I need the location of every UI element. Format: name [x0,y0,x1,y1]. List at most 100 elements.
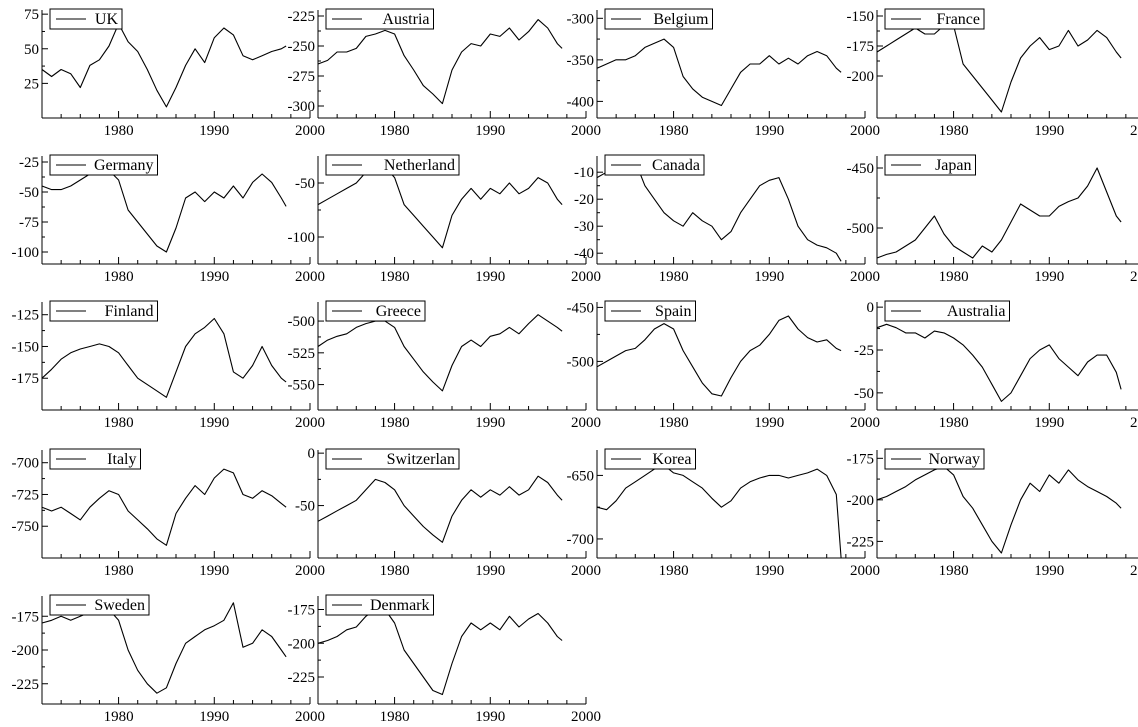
x-tick-label: 1990 [475,123,505,139]
series-line-australia [876,323,1122,402]
x-tick-label: 2000 [850,269,880,285]
y-tick-label: -500 [288,314,316,330]
series-line-germany [41,167,287,253]
x-tick-label: 1990 [1034,563,1064,579]
panel-norway: 1980 1990 2000 -225 -200 -175 Norway [847,448,1138,579]
y-tick-label: -10 [574,165,594,181]
x-tick-label: 1990 [1034,269,1064,285]
x-tick-label: 2000 [295,123,325,139]
series-line-greece [317,314,563,392]
legend-box [884,300,1010,322]
x-tick-label: 2000 [295,563,325,579]
legend-box [49,154,158,176]
y-tick-label: -450 [847,161,875,177]
x-tick-label: 2000 [295,269,325,285]
y-tick-label: -200 [847,69,875,85]
legend-label: Sweden [94,597,145,614]
y-tick-label: -225 [12,677,40,693]
legend-label: Canada [652,157,700,174]
x-tick-label: 2000 [850,563,880,579]
series-line-uk [41,23,287,108]
x-tick-label: 2000 [295,709,325,725]
panel-sweden: 1980 1990 2000 -225 -200 -175 Sweden [12,594,325,725]
legend-label: Austria [382,11,429,28]
y-tick-label: 0 [867,300,875,316]
series-line-norway [876,466,1122,554]
x-tick-label: 1990 [199,709,229,725]
y-tick-label: -25 [19,155,39,171]
x-tick-label: 1980 [380,123,410,139]
x-tick-label: 2000 [1130,415,1138,431]
y-tick-label: -25 [854,343,874,359]
panel-spain: 1980 1990 2000-500-450 Spain [567,300,881,431]
y-tick-label: 50 [24,42,39,58]
legend-box [604,154,705,176]
series-line-netherland [317,166,563,249]
series-line-belgium [596,38,842,107]
legend-label: France [936,11,980,28]
series-line-italy [41,468,287,546]
legend-label: Japan [935,157,971,174]
x-tick-label: 1980 [380,709,410,725]
x-tick-label: 1990 [199,415,229,431]
panel-germany: 1980 1990 2000 -100 -75 -50 -25 Germany [12,154,325,285]
series-line-korea [596,464,842,559]
x-tick-label: 1990 [754,563,784,579]
legend-label: Korea [652,451,691,468]
y-tick-label: -200 [12,643,40,659]
y-tick-label: -125 [12,308,40,324]
x-tick-label: 1980 [104,123,134,139]
y-tick-label: -150 [12,339,40,355]
panel-austria: 1980 1990 2000 -300 -275 -250 -225 Austria [288,8,601,139]
y-tick-label: -175 [847,39,875,55]
legend-box [49,594,150,616]
panel-canada: 1980 1990 2000 -40 -30 -20 -10 Canada [574,154,880,285]
legend-box [884,448,985,470]
y-tick-label: -225 [847,534,875,550]
y-tick-label: -550 [288,378,316,394]
x-tick-label: 1990 [475,709,505,725]
y-tick-label: -175 [12,371,40,387]
legend-label: Norway [928,451,980,468]
x-tick-label: 2000 [571,709,601,725]
y-tick-label: -50 [295,176,315,192]
x-tick-label: 1980 [939,563,969,579]
panel-korea: 1980 1990 2000 -700 -650 Korea [567,448,880,579]
x-tick-label: 1990 [754,269,784,285]
legend-label: UK [95,11,119,28]
y-tick-label: -500 [847,221,875,237]
x-tick-label: 1990 [475,269,505,285]
y-tick-label: -350 [567,53,595,69]
y-tick-label: -100 [288,230,316,246]
y-tick-label: -175 [288,603,316,619]
series-line-switzerlan [317,475,563,543]
x-tick-label: 2000 [571,563,601,579]
legend-box [884,8,985,30]
legend-label: Switzerlan [387,451,455,468]
legend-label: Germany [94,157,154,174]
y-tick-label: -250 [288,39,316,55]
y-tick-label: -175 [12,609,40,625]
legend-box [604,300,696,322]
y-tick-label: -275 [288,69,316,85]
legend-box [325,154,460,176]
y-tick-label: -500 [567,354,595,370]
legend-box [325,8,434,30]
panel-switzerlan: 1980 1990 2000 -50 0 Switzerlan [295,446,601,579]
panel-finland: 1980 1990 2000 -175 -150 -125 Finland [12,300,325,431]
y-tick-label: -200 [288,636,316,652]
x-tick-label: 1980 [659,123,689,139]
x-tick-label: 2000 [1130,269,1138,285]
y-tick-label: -50 [854,386,874,402]
x-tick-label: 1980 [939,269,969,285]
y-tick-label: -30 [574,219,594,235]
x-tick-label: 1980 [939,415,969,431]
y-tick-label: -100 [12,245,40,261]
series-line-france [876,25,1122,113]
x-tick-label: 1990 [199,123,229,139]
y-tick-label: -700 [12,456,40,472]
x-tick-label: 1980 [104,415,134,431]
legend-box [604,448,696,470]
series-line-denmark [317,608,563,696]
